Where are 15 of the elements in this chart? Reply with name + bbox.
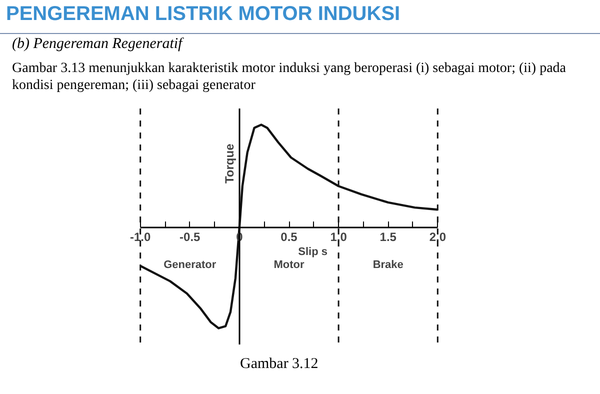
y-axis-title: Torque [222,143,236,184]
x-tick-label: 2.0 [429,230,446,244]
chart-title: PENGEREMAN LISTRIK MOTOR INDUKSI [6,2,400,27]
annotation: Motor [274,259,305,272]
annotation: Brake [372,259,404,272]
x-tick-label: 0.5 [280,230,298,244]
annotation: Generator [164,259,217,272]
text: Gambar 3.13 menunjukkan karakteristik motor induksi yang beroperasi (i) sebagai motor; (ii) pada kondisi pengereman; (iii) sebagai generator [12,60,568,94]
x-axis-title: Slip s [298,246,328,258]
x-tick-label: -1.0 [130,230,152,244]
x-tick-label: 1.5 [380,230,397,244]
x-tick-label: -0.5 [180,230,201,244]
text: Gambar 3.12 [240,355,318,374]
chart-subtitle: (b) Pengereman Regeneratif [12,36,182,52]
x-tick-label: 1.0 [330,230,348,244]
